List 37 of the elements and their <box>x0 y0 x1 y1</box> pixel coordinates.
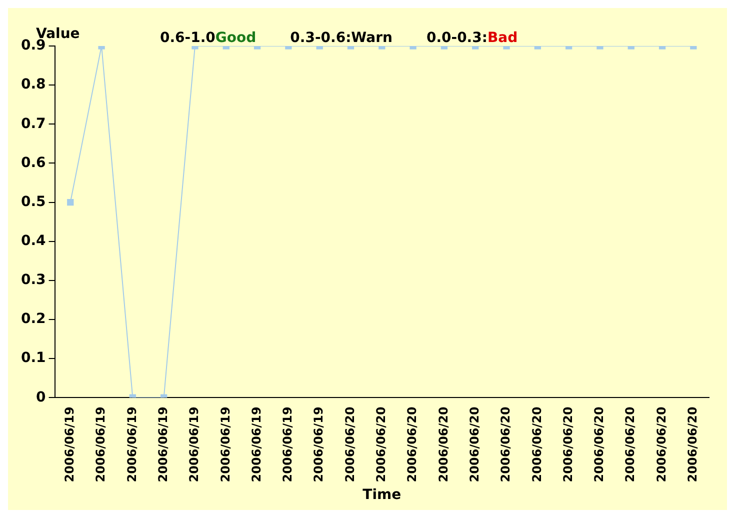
x-tick-label: 2006/06/19 <box>94 406 108 482</box>
y-tick-label: 0.5 <box>20 194 46 210</box>
x-tick-label: 2006/06/19 <box>156 406 170 482</box>
x-tick-label: 2006/06/20 <box>374 406 388 482</box>
x-tick-label: 2006/06/19 <box>124 406 139 482</box>
annotation: 0.6-1.0 <box>160 30 216 46</box>
y-tick-label: 0.3 <box>20 272 46 288</box>
x-tick-label: 2006/06/19 <box>62 406 76 482</box>
y-tick-label: 0.6 <box>20 154 46 171</box>
x-tick-label: 2006/06/20 <box>686 406 700 482</box>
annotation: Good <box>215 30 256 46</box>
y-tick-label: 0.7 <box>20 116 46 132</box>
x-tick-label: 2006/06/20 <box>467 406 482 482</box>
y-tick-label: 0.1 <box>20 350 46 366</box>
annotation: 0.3-0.6:Warn <box>290 30 392 46</box>
x-tick-label: 2006/06/20 <box>405 406 420 482</box>
point <box>67 198 74 206</box>
x-tick-label: 2006/06/19 <box>218 406 232 482</box>
y-tick-label: 0 <box>36 389 46 406</box>
y-tick-label: 0.2 <box>20 311 46 328</box>
x-tick-label: 2006/06/19 <box>312 406 326 482</box>
x-tick-label: 2006/06/20 <box>342 406 357 482</box>
x-tick-label: 2006/06/19 <box>280 406 295 482</box>
x-tick-label: 2006/06/20 <box>623 406 638 482</box>
x-tick-label: 2006/06/19 <box>249 406 264 482</box>
x-tick-label: 2006/06/20 <box>592 406 606 482</box>
y-tick-label: 0.8 <box>20 76 46 93</box>
x-tick-label: 2006/06/20 <box>530 406 544 482</box>
annotation: 0.0-0.3: <box>426 30 488 46</box>
annotation: Bad <box>487 30 518 46</box>
x-tick-label: 2006/06/20 <box>498 406 513 482</box>
x-tick-label: 2006/06/20 <box>654 406 668 482</box>
x-tick-label: 2006/06/20 <box>436 406 450 482</box>
x-tick-label: 2006/06/19 <box>187 406 202 482</box>
x-axis-title: Time <box>362 487 402 504</box>
y-tick-label: 0.4 <box>20 232 46 249</box>
x-tick-label: 2006/06/20 <box>560 406 575 482</box>
